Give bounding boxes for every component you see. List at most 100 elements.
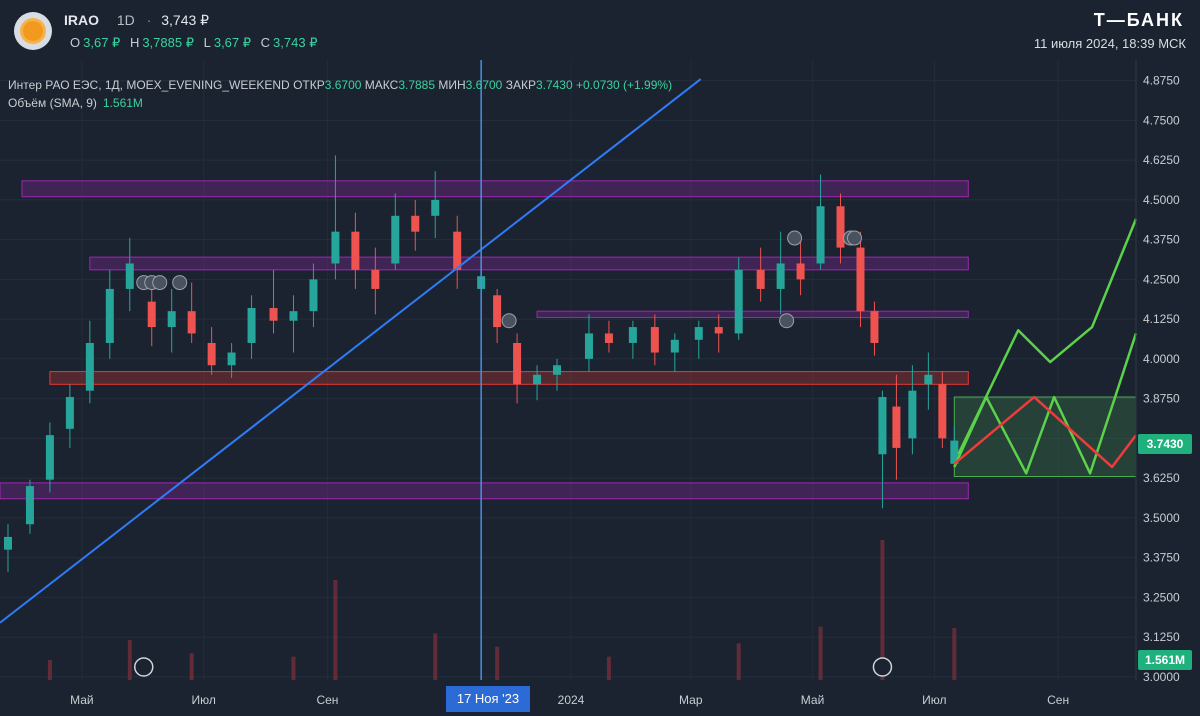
candle-body <box>714 327 723 334</box>
candle-body <box>351 231 360 270</box>
y-tick-label: 4.1250 <box>1143 312 1180 326</box>
y-tick-label: 4.7500 <box>1143 113 1180 127</box>
y-tick-label: 3.1250 <box>1143 630 1180 644</box>
candle-body <box>650 327 659 353</box>
y-tick-label: 3.6250 <box>1143 471 1180 485</box>
y-tick-label: 3.5000 <box>1143 511 1180 525</box>
y-tick-label: 3.3750 <box>1143 551 1180 565</box>
candle-body <box>924 374 933 385</box>
dividend-marker-circle <box>872 657 893 677</box>
legend-change: +0.0730 (+1.99%) <box>576 78 673 92</box>
volume-bar <box>333 580 338 680</box>
level-zone <box>89 256 969 271</box>
candle-body <box>796 263 805 280</box>
forecast-green-path-upper <box>957 218 1138 455</box>
candle-body <box>938 384 947 439</box>
legend-close-key: ЗАКР <box>505 78 536 92</box>
volume-legend-value: 1.561M <box>102 96 143 110</box>
candle-body <box>816 206 825 264</box>
legend-open-value: 3.6700 <box>324 78 362 92</box>
candle-body <box>167 311 176 328</box>
y-tick-label: 4.2500 <box>1143 272 1180 286</box>
dividend-marker <box>872 657 893 677</box>
candle-body <box>269 308 278 321</box>
candle-body <box>105 288 114 343</box>
legend-high-key: МАКС <box>364 78 399 92</box>
level-zone <box>21 180 969 198</box>
candle-body <box>756 269 765 289</box>
info-marker <box>501 313 517 329</box>
separator-dot: · <box>146 12 152 28</box>
candle-body <box>734 269 743 334</box>
volume-bar <box>291 656 296 680</box>
candle-body <box>776 263 785 289</box>
crosshair-date-label: 17 Ноя '23 <box>446 686 530 712</box>
volume-bar <box>952 627 957 680</box>
main-legend[interactable]: Интер РАО ЕЭС, 1Д, MOEX_EVENING_WEEKEND … <box>8 78 672 92</box>
y-tick-label: 3.0000 <box>1143 670 1180 684</box>
trendline <box>0 78 702 624</box>
x-tick-label: 2024 <box>558 693 585 707</box>
candle-body <box>3 536 12 550</box>
candle-body <box>584 333 593 359</box>
candle-body <box>950 440 959 464</box>
close-value: 3,743 ₽ <box>273 35 318 50</box>
candle-body <box>553 365 562 375</box>
volume-bar <box>189 653 194 680</box>
candle-body <box>391 215 400 264</box>
volume-bar <box>433 633 438 680</box>
low-value: 3,67 ₽ <box>213 35 252 50</box>
info-marker-circle <box>172 275 188 291</box>
candle-body <box>309 279 318 312</box>
y-tick-label: 3.8750 <box>1143 392 1180 406</box>
dividend-marker <box>133 657 154 677</box>
volume-bar <box>495 646 500 680</box>
volume-legend[interactable]: Объём (SMA, 9) 1.561M <box>8 96 143 110</box>
ticker-symbol[interactable]: IRAO <box>64 12 99 28</box>
candle-body <box>670 339 679 353</box>
candle-body <box>870 311 879 343</box>
candle-body <box>331 231 340 264</box>
volume-bar <box>47 660 52 680</box>
volume-bar <box>736 643 741 680</box>
high-key: H <box>129 35 140 50</box>
volume-legend-label: Объём (SMA, 9) <box>8 96 97 110</box>
info-marker-circle <box>846 230 862 246</box>
candle-body <box>371 269 380 289</box>
datetime: 11 июля 2024, 18:39 МСК <box>1033 36 1186 51</box>
legend-close-value: 3.7430 <box>535 78 573 92</box>
x-tick-label: Май <box>801 693 825 707</box>
candle-body <box>187 311 196 334</box>
candle-body <box>411 215 420 232</box>
legend-title: Интер РАО ЕЭС, 1Д, MOEX_EVENING_WEEKEND <box>8 78 290 92</box>
open-key: O <box>70 35 81 50</box>
candle-body <box>878 397 887 455</box>
legend-low-key: МИН <box>438 78 466 92</box>
candle-body <box>289 311 298 321</box>
candle-body <box>604 333 613 343</box>
open-value: 3,67 ₽ <box>83 35 121 50</box>
low-key: L <box>203 35 211 50</box>
info-marker-circle <box>787 230 803 246</box>
candle-body <box>65 397 74 429</box>
timeframe[interactable]: 1D <box>116 12 135 28</box>
legend-low-value: 3.6700 <box>465 78 503 92</box>
last-price: 3,743 ₽ <box>161 12 210 28</box>
legend-open-key: ОТКР <box>293 78 325 92</box>
candle-body <box>207 342 216 366</box>
candle-body <box>431 199 440 216</box>
candle-body <box>85 342 94 391</box>
x-tick-label: Сен <box>1047 693 1069 707</box>
candle-body <box>45 435 54 480</box>
info-marker-circle <box>501 313 517 329</box>
candle-body <box>533 374 542 385</box>
x-tick-label: Мар <box>679 693 703 707</box>
brand-logo: Т—БАНК <box>1093 10 1184 30</box>
info-marker <box>846 230 862 246</box>
candle-body <box>628 327 637 343</box>
info-marker <box>152 275 168 291</box>
range-box <box>953 396 1137 478</box>
level-zone <box>0 482 969 500</box>
level-zone <box>49 371 969 385</box>
